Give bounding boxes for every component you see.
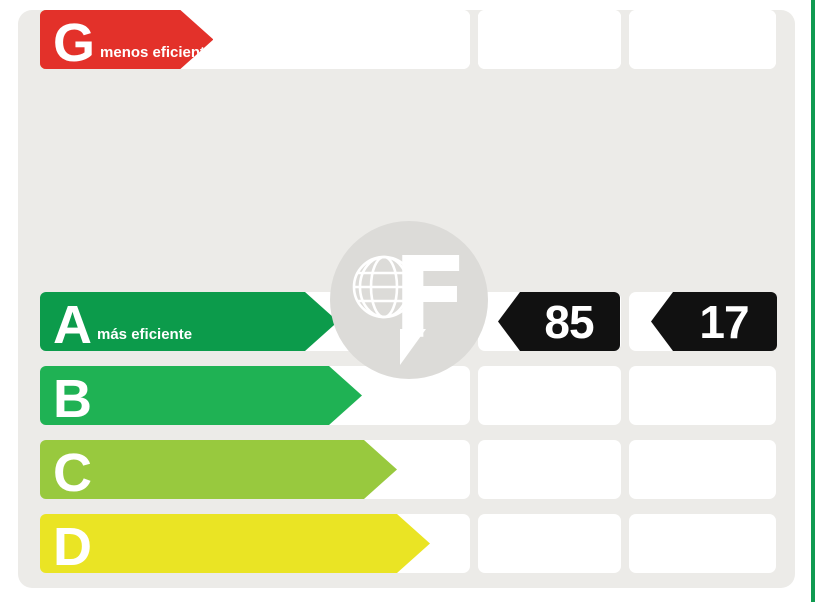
grade-row-g: G menos eficiente (18, 10, 795, 69)
energy-rating-panel: ESCALA DE LA CALIFICACIÓN ENERGÉTICA Con… (18, 10, 795, 588)
grade-letter: B (53, 369, 91, 429)
consumption-value: 85 (544, 295, 594, 348)
grade-row-c: C (18, 440, 795, 499)
consumption-value-arrow: 85 (498, 292, 620, 351)
emissions-cell (629, 10, 776, 69)
watermark-logo: F (330, 221, 488, 379)
grade-label-most-efficient: más eficiente (97, 326, 193, 343)
grade-arrow-g: G menos eficiente (40, 10, 213, 69)
grade-row-d: D (18, 514, 795, 573)
consumption-cell (478, 440, 621, 499)
globe-icon (352, 255, 416, 319)
grade-arrow-c: C (40, 440, 397, 499)
consumption-cell (478, 514, 621, 573)
grade-letter: A (53, 295, 91, 355)
emissions-cell (629, 440, 776, 499)
accent-edge (811, 0, 815, 602)
grade-letter: D (53, 517, 91, 577)
grade-arrow-d: D (40, 514, 430, 573)
emissions-value: 17 (699, 295, 749, 348)
watermark-tail (400, 329, 426, 365)
grade-arrow-b: B (40, 366, 362, 425)
grade-row-b: B (18, 366, 795, 425)
emissions-cell (629, 514, 776, 573)
grade-arrow-a: A más eficiente (40, 292, 338, 351)
grade-letter: C (53, 443, 91, 503)
consumption-cell (478, 10, 621, 69)
emissions-value-arrow: 17 (651, 292, 777, 351)
consumption-cell (478, 366, 621, 425)
emissions-cell (629, 366, 776, 425)
grade-label-least-efficient: menos eficiente (100, 44, 214, 61)
grade-letter: G (53, 13, 95, 73)
